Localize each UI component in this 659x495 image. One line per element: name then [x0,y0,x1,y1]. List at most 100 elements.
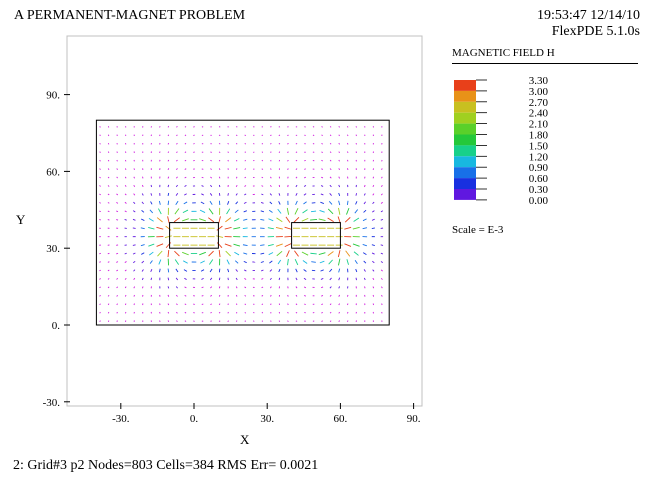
field-arrow [372,286,375,289]
field-arrow [124,269,127,272]
field-arrow [347,320,349,322]
field-arrow [99,142,101,145]
field-arrow [261,142,264,145]
field-arrow [321,295,324,297]
field-arrow [372,210,375,213]
field-arrow [99,320,101,322]
field-arrow [183,269,188,272]
field-arrow [174,259,180,265]
field-arrow [167,192,170,196]
field-arrow [295,286,298,289]
field-arrow [277,208,282,214]
field-arrow [200,201,205,205]
field-arrow [167,126,170,128]
field-arrow [99,151,101,154]
field-arrow [267,227,274,230]
field-arrow [243,252,248,255]
field-arrow [338,184,341,188]
legend-level: 0.30 [529,184,549,196]
field-arrow [319,210,325,213]
field-arrow [141,269,144,272]
field-arrow [210,176,213,179]
legend-swatch [454,134,476,146]
field-arrow [124,210,127,213]
field-arrow [380,210,384,213]
field-arrow [269,286,272,289]
field-arrow [295,200,298,206]
field-arrow [353,251,359,256]
field-arrow [278,268,281,273]
field-arrow [287,258,289,266]
field-arrow [193,134,195,136]
field-arrow [261,303,264,306]
field-arrow [243,218,248,221]
field-arrow [347,311,349,314]
field-arrow [260,244,265,246]
field-arrow [275,243,283,247]
field-arrow [159,126,161,128]
field-arrow [116,294,118,297]
legend-level: 3.00 [529,86,549,98]
field-arrow [218,303,221,306]
field-arrow [199,218,207,222]
field-arrow [327,208,334,215]
field-arrow [124,185,127,187]
field-arrow [319,260,325,264]
field-arrow [210,184,213,188]
field-arrow [167,134,170,137]
field-arrow [141,210,145,213]
field-arrow [184,294,187,297]
field-arrow [235,176,238,179]
field-arrow [209,193,213,196]
field-arrow [287,151,289,153]
field-arrow [184,159,187,162]
field-arrow [287,303,289,306]
legend-swatch [454,123,476,135]
field-arrow [269,260,273,264]
field-arrow [140,244,145,247]
field-arrow [224,243,232,247]
field-arrow [150,201,153,205]
y-axis: -30. 0. 30. 60. 90. [43,90,70,409]
field-arrow [295,303,298,306]
field-arrow [327,251,334,257]
field-arrow [310,210,317,213]
field-arrow [244,286,247,289]
field-arrow [175,277,179,281]
field-arrow [347,126,349,128]
field-arrow [156,226,164,230]
field-arrow [329,268,333,273]
field-arrow [372,260,375,264]
field-arrow [327,217,334,222]
field-arrow [167,184,170,188]
field-arrow [116,252,119,255]
field-arrow [167,286,170,289]
legend-swatch [454,167,476,179]
field-arrow [99,261,101,263]
software-version: FlexPDE 5.1.0s [551,24,640,39]
x-tick-label: 0. [190,413,199,425]
field-arrow [303,185,307,187]
field-arrow [260,218,265,221]
field-arrow [133,294,135,297]
legend-swatch [454,156,476,168]
field-arrow [287,159,289,162]
field-arrow [294,258,299,266]
field-arrow [176,126,178,128]
status-line: 2: Grid#3 p2 Nodes=803 Cells=384 RMS Err… [13,458,319,473]
field-arrow [329,286,332,289]
field-arrow [116,159,118,162]
magnet [291,222,341,249]
field-arrow [347,142,349,145]
field-arrow [165,225,172,231]
field-arrow [116,176,118,179]
field-arrow [133,286,136,289]
field-arrow [184,193,187,196]
field-arrow [338,320,340,323]
field-arrow [107,168,110,170]
field-arrow [107,193,110,196]
legend-level: 0.90 [529,162,549,174]
field-arrow [235,193,238,196]
field-arrow [278,143,281,145]
field-arrow [235,134,238,136]
